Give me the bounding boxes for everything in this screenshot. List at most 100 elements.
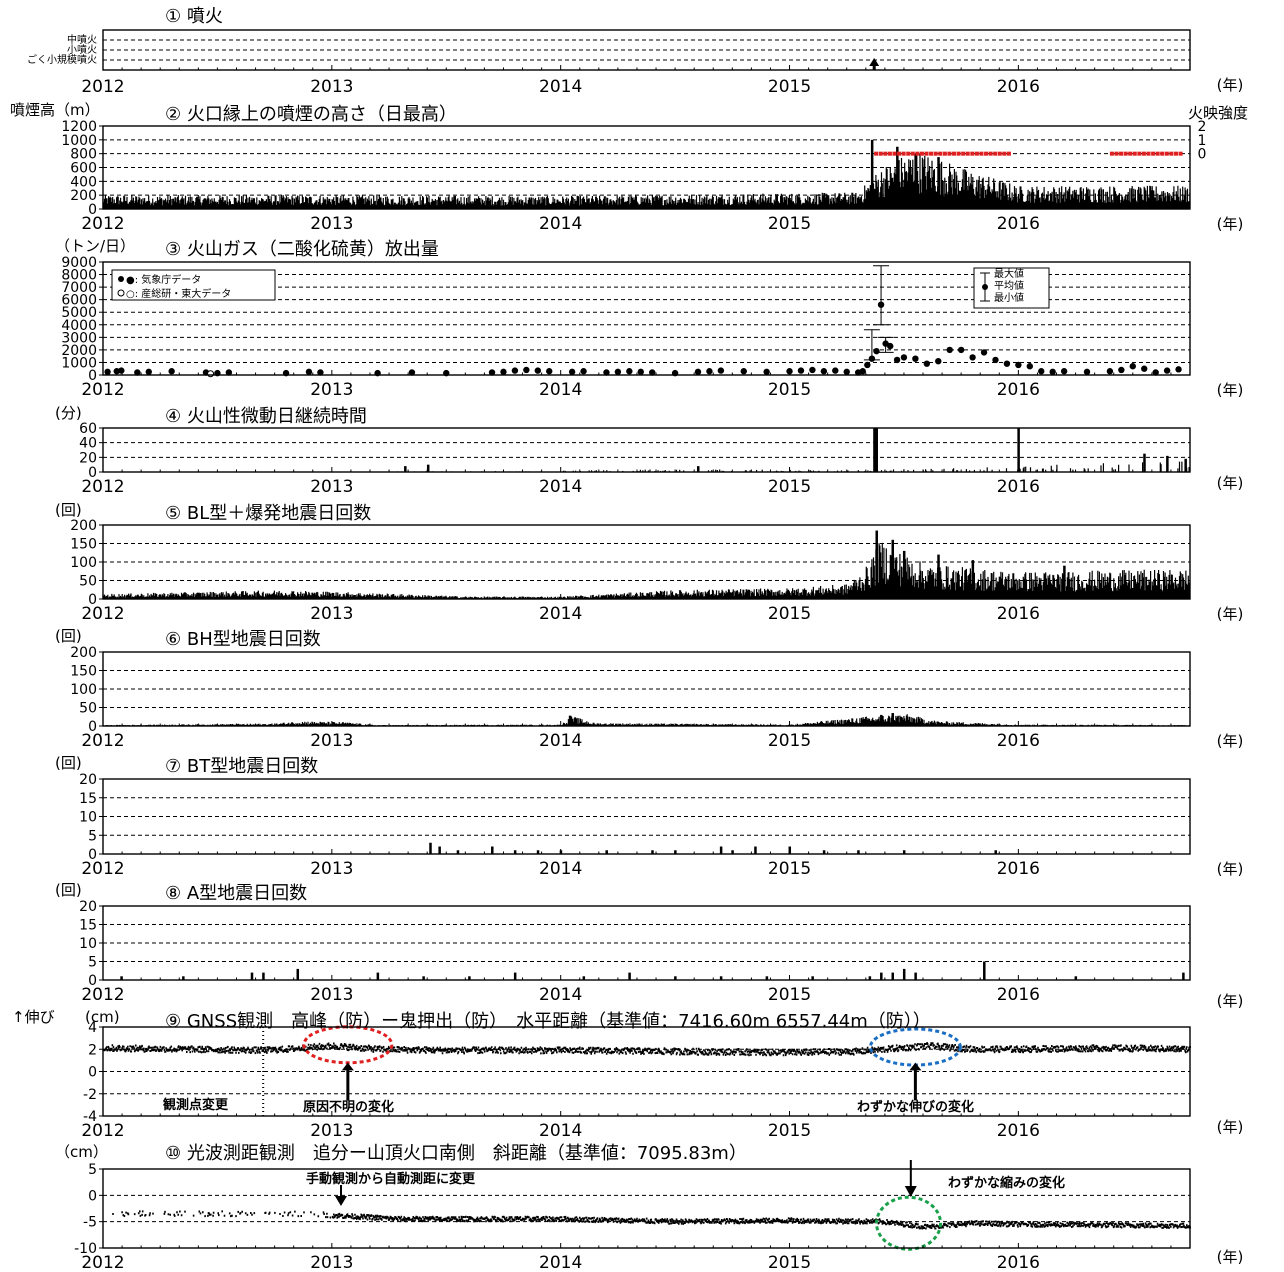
glow-mark (1006, 151, 1011, 156)
y-tick-label: 10 (79, 936, 97, 952)
data-bar (1166, 455, 1169, 472)
y-tick-label: 50 (79, 701, 97, 717)
plot-frame (102, 261, 1191, 376)
y-tick-label: 9000 (61, 255, 97, 271)
data-point (809, 366, 816, 374)
data-bar (896, 146, 899, 209)
plot-frame (102, 1168, 1191, 1249)
data-point (912, 355, 919, 362)
glow-mark (906, 151, 911, 156)
glow-mark (1002, 151, 1007, 156)
glow-mark (1128, 151, 1133, 156)
data-point (168, 368, 175, 375)
glow-mark (1146, 151, 1151, 156)
glow-mark (993, 151, 998, 156)
data-bar (582, 976, 586, 980)
data-bar (719, 976, 723, 980)
data-point (887, 342, 894, 350)
data-bar (568, 715, 572, 726)
data-bar (513, 850, 517, 854)
data-point (763, 368, 770, 376)
arrow-unknown-change-head (341, 1062, 354, 1071)
data-point (649, 369, 656, 376)
glow-mark (887, 151, 892, 156)
y-tick-label: 150 (70, 664, 97, 680)
y2-axis-label: 火映強度 (1188, 104, 1248, 122)
y-tick-label: -5 (83, 1215, 97, 1231)
glow-mark (901, 151, 906, 156)
x-tick-label: 2015 (768, 214, 811, 234)
x-tick-label: 2015 (768, 731, 811, 751)
data-point (511, 367, 519, 374)
x-tick-label: 2015 (768, 604, 811, 624)
y-axis-label: （トン/日） (55, 237, 135, 255)
data-point (488, 369, 496, 376)
plot-frame (102, 427, 1191, 473)
glow-mark (910, 151, 915, 156)
data-point (893, 356, 901, 364)
y-axis-label: (回) (55, 881, 82, 899)
glow-mark (1155, 151, 1160, 156)
data-bar (891, 539, 895, 599)
data-bar (857, 850, 860, 854)
data-bar (811, 976, 814, 980)
y-tick-label: 20 (79, 450, 97, 466)
panel-title: ⑤ BL型＋爆発地震日回数 (165, 503, 371, 524)
x-tick-label: 2012 (81, 214, 124, 234)
chart-panel-8: ⑧ A型地震日回数 (回) 0 5 10 15 20 2012 2013 2014 2015 2016… (55, 881, 1243, 1010)
y-tick-label: 10 (79, 810, 97, 826)
annotation-slight-extension: わずかな伸びの変化 (857, 1099, 974, 1115)
data-bar (875, 428, 878, 472)
data-bar (426, 464, 430, 472)
glow-mark (961, 151, 966, 156)
panel-title: ⑥ BH型地震日回数 (165, 629, 321, 650)
data-bar (651, 850, 654, 854)
chart-panel-10: ⑩ 光波測距観測 追分ー山頂火口南側 斜距離（基準値：7095.83m） （cm）… (55, 1143, 1243, 1272)
data-bar (891, 713, 895, 726)
data-point (1106, 368, 1114, 375)
panel-title: ⑧ A型地震日回数 (165, 883, 307, 904)
data-point (797, 367, 805, 374)
data-point (1049, 368, 1056, 376)
data-point (900, 354, 908, 361)
y-axis-label: (回) (55, 754, 82, 772)
data-bar (971, 560, 975, 599)
data-bar (719, 846, 723, 854)
data-point (1060, 368, 1068, 375)
y-tick-label: -4 (83, 1109, 97, 1125)
data-bar (120, 976, 123, 980)
x-tick-label: 2013 (310, 477, 353, 497)
glow-mark (1123, 151, 1128, 156)
y-axis-label: (cm) (85, 1008, 120, 1026)
data-point (1141, 365, 1148, 372)
data-point (923, 360, 931, 367)
data-point (843, 368, 850, 376)
glow-mark (984, 151, 989, 156)
data-bar (491, 846, 494, 854)
data-bar (902, 550, 906, 599)
glow-mark (1178, 151, 1183, 156)
data-bar (696, 466, 700, 472)
data-point (546, 368, 553, 375)
y-axis-label: （cm） (55, 1143, 108, 1161)
data-point-open (207, 370, 215, 378)
y-tick-label: 150 (70, 537, 97, 553)
annotation-station-change: 観測点変更 (162, 1097, 229, 1113)
x-tick-label: 2013 (310, 731, 353, 751)
glow-mark (892, 151, 897, 156)
data-bar (994, 850, 997, 854)
y-tick-label: 1000 (61, 355, 97, 371)
data-bar-series (102, 542, 1191, 599)
y-tick-label: 5 (88, 828, 97, 844)
y-tick-label: 0 (88, 1188, 97, 1204)
data-bar (1182, 972, 1185, 980)
glow-mark (1160, 151, 1165, 156)
y-tick-label: 0 (88, 465, 97, 481)
x-tick-label: 2014 (539, 77, 582, 97)
glow-mark (974, 151, 979, 156)
glow-mark (897, 151, 902, 156)
legend2-entry: 最大値 (994, 267, 1024, 280)
data-point (864, 361, 871, 369)
data-bar (182, 976, 185, 980)
arrow-auto-measure-head (334, 1196, 347, 1206)
